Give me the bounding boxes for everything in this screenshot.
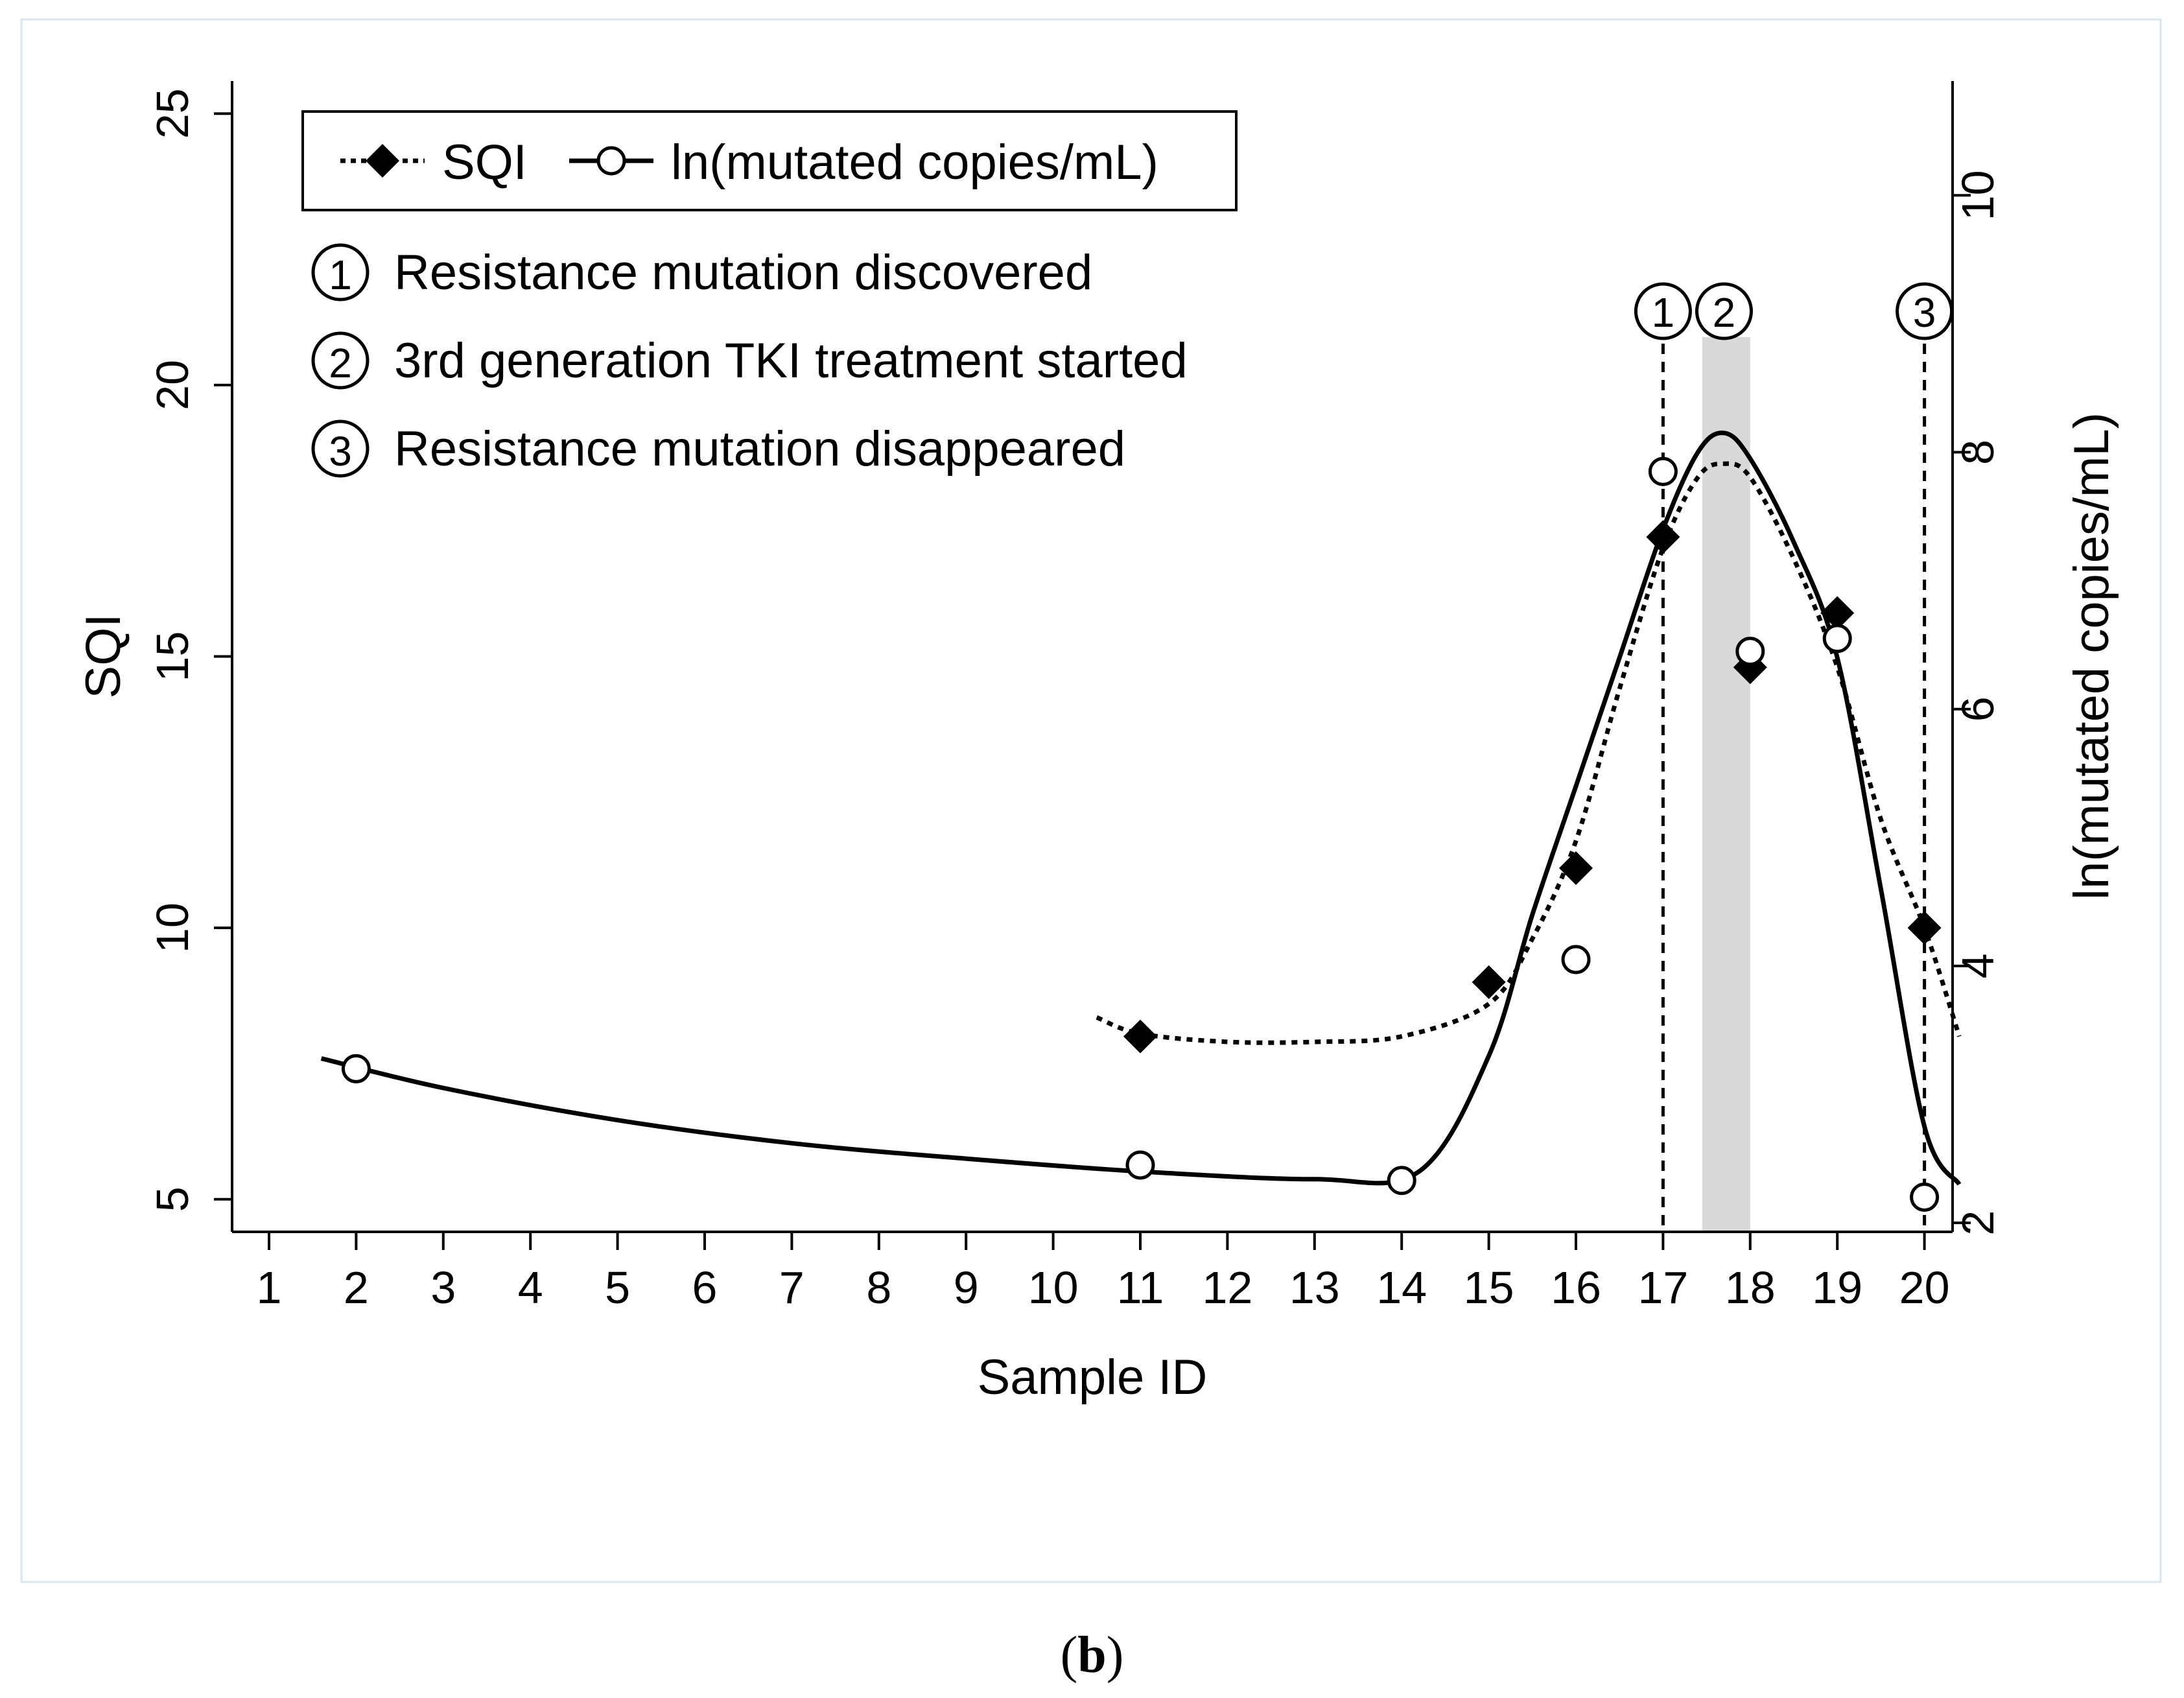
chart-frame — [20, 18, 2162, 1583]
x-tick-label: 4 — [518, 1262, 543, 1313]
sqi-point — [1646, 520, 1680, 554]
annotation-marker-number: 1 — [1652, 289, 1675, 336]
legend-ln-circle — [596, 146, 626, 176]
y2-ticks: 2 4 6 8 10 — [1953, 170, 2003, 1236]
annotation-marker-number: 3 — [1913, 289, 1936, 336]
ln-copies-point — [1387, 1166, 1416, 1196]
caption-open: ( — [1060, 1627, 1078, 1684]
sqi-point — [1559, 851, 1593, 886]
ln-copies-point — [1822, 624, 1852, 654]
x-tick-label: 14 — [1376, 1262, 1427, 1313]
chart: 1 2 3 4 5 6 7 8 9 10 11 12 13 14 15 16 17 18 19 20 51015202… — [20, 18, 2162, 1583]
legend-sqi-diamond — [366, 144, 399, 178]
annotation-marker-number: 2 — [1713, 289, 1736, 336]
x-tick-label: 2 — [344, 1262, 369, 1313]
x-tick-label: 1 — [257, 1262, 282, 1313]
y2-axis-title: ln(mutated copies/mL) — [2064, 412, 2119, 900]
x-tick-label: 5 — [605, 1262, 630, 1313]
y2-tick-label: 4 — [1953, 953, 2003, 978]
figure-caption: (b) — [0, 1626, 2184, 1685]
key-1-number: 1 — [329, 252, 352, 298]
x-tick-label: 6 — [692, 1262, 718, 1313]
y2-tick-label: 10 — [1953, 170, 2003, 220]
x-tick-label: 3 — [430, 1262, 456, 1313]
key-1-circle — [311, 243, 370, 301]
x-tick-label: 12 — [1202, 1262, 1252, 1313]
ln-copies-point — [1910, 1183, 1940, 1212]
sqi-fit-curve — [1096, 461, 1962, 1045]
sqi-point — [1907, 911, 1942, 945]
ln-copies-point — [1561, 945, 1591, 974]
legend-box — [301, 110, 1238, 211]
x-tick-label: 13 — [1289, 1262, 1340, 1313]
legend-sqi-label: SQI — [442, 135, 527, 190]
key-2-label: 3rd generation TKI treatment started — [394, 333, 1188, 388]
y-tick-label: 25 — [147, 88, 198, 139]
ln-copies-point — [1125, 1150, 1155, 1180]
sqi-point — [1820, 596, 1855, 630]
x-tick-label: 17 — [1638, 1262, 1688, 1313]
x-tick-label: 9 — [954, 1262, 979, 1313]
x-tick-label: 15 — [1464, 1262, 1514, 1313]
y-tick-label: 10 — [147, 902, 198, 953]
key-3-label: Resistance mutation disappeared — [394, 421, 1125, 477]
ln-copies-fit-curve — [320, 430, 1962, 1186]
caption-letter: b — [1077, 1627, 1107, 1684]
y-tick-label: 15 — [147, 631, 198, 682]
y2-tick-label: 2 — [1953, 1210, 2003, 1236]
x-tick-label: 10 — [1028, 1262, 1079, 1313]
sqi-point — [1123, 1019, 1157, 1054]
ln-copies-points — [341, 456, 1940, 1212]
key-2-number: 2 — [329, 340, 352, 386]
x-tick-label: 20 — [1899, 1262, 1950, 1313]
x-ticks: 1 2 3 4 5 6 7 8 9 10 11 12 13 14 15 16 17 18 19 20 — [257, 1232, 1950, 1313]
ln-copies-point — [1648, 456, 1678, 486]
key-3-circle — [311, 419, 370, 478]
x-axis-title: Sample ID — [978, 1350, 1208, 1405]
key-1-label: Resistance mutation discovered — [394, 245, 1092, 300]
y2-tick-label: 8 — [1953, 440, 2003, 465]
x-tick-label: 8 — [866, 1262, 891, 1313]
y-axis-title: SQI — [76, 614, 131, 699]
ln-copies-point — [1735, 637, 1765, 666]
annotation-marker-circle — [1634, 282, 1692, 340]
x-tick-label: 18 — [1725, 1262, 1776, 1313]
annotation-marker-circle — [1695, 282, 1753, 340]
x-tick-label: 7 — [779, 1262, 804, 1313]
x-tick-label: 11 — [1117, 1262, 1164, 1313]
key-3-number: 3 — [329, 428, 352, 475]
y-ticks: 5 10 15 20 25 — [147, 88, 232, 1212]
x-tick-label: 16 — [1551, 1262, 1601, 1313]
legend-ln-label: ln(mutated copies/mL) — [671, 135, 1158, 190]
y-tick-label: 5 — [147, 1186, 198, 1212]
caption-close: ) — [1106, 1627, 1124, 1684]
sqi-point — [1472, 965, 1506, 999]
annotation-marker-circle — [1896, 282, 1954, 340]
annotation-key: 1 Resistance mutation discovered 2 3rd g… — [311, 243, 1188, 478]
key-2-circle — [311, 331, 370, 390]
treatment-band — [1702, 337, 1750, 1232]
y2-tick-label: 6 — [1953, 696, 2003, 722]
y-tick-label: 20 — [147, 360, 198, 410]
ln-copies-point — [341, 1054, 371, 1083]
x-tick-label: 19 — [1812, 1262, 1862, 1313]
legend: SQI ln(mutated copies/mL) — [301, 110, 1238, 211]
